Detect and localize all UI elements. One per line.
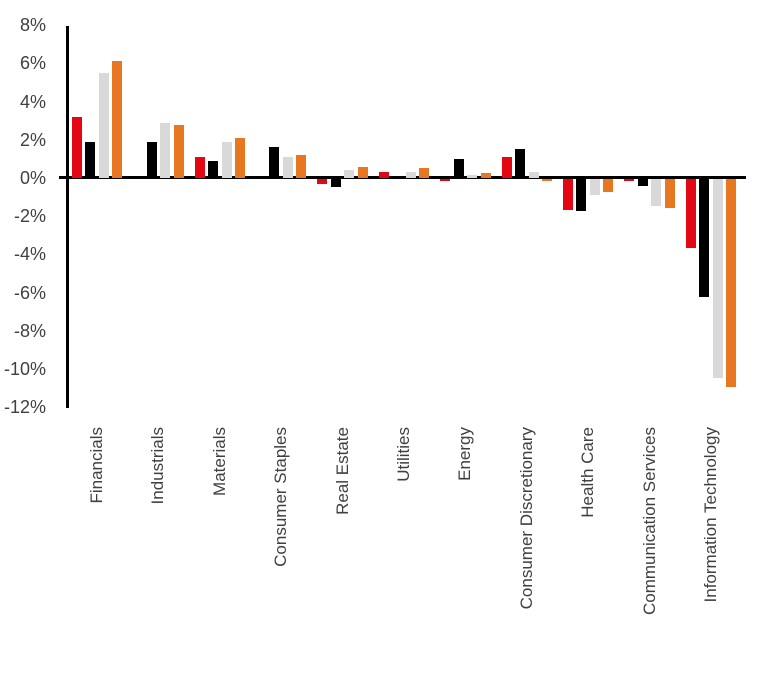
y-tick-label: 8%: [19, 15, 46, 36]
zero-baseline: [59, 176, 746, 179]
bar-red: [71, 116, 82, 178]
y-tick-label: 0%: [19, 168, 46, 188]
bar-red: [194, 156, 205, 178]
y-tick-label: 2%: [19, 129, 46, 150]
bar-orange: [542, 179, 553, 181]
y-tick-label: -6%: [13, 282, 46, 303]
bar-black: [515, 149, 526, 178]
y-tick-label: -4%: [13, 244, 46, 265]
bar-orange: [664, 179, 675, 208]
bar-orange: [112, 61, 123, 178]
bar-gray: [467, 175, 478, 178]
bar-orange: [726, 179, 737, 388]
bar-black: [208, 160, 219, 178]
bar-gray: [405, 172, 416, 178]
bar-gray: [282, 156, 293, 178]
y-tick-label: -12%: [3, 397, 46, 418]
x-category-label: Real Estate: [332, 427, 352, 515]
bar-black: [453, 158, 464, 178]
x-category-label: Industrials: [148, 427, 168, 505]
x-category-label: Utilities: [394, 427, 413, 482]
bar-red: [317, 179, 328, 184]
bar-orange: [480, 173, 491, 178]
x-category-label: Information Technology: [701, 427, 720, 603]
y-tick-label: -10%: [3, 359, 46, 379]
x-category-label: Consumer Discretionary: [516, 427, 536, 610]
bar-black: [85, 141, 96, 178]
y-tick-label: 4%: [19, 91, 46, 112]
bar-red: [501, 156, 512, 178]
x-category-label: Consumer Staples: [271, 427, 291, 567]
x-category-label: Materials: [209, 427, 229, 496]
bar-orange: [296, 155, 307, 178]
bar-orange: [419, 168, 430, 178]
y-tick-label: -2%: [13, 206, 46, 227]
bar-red: [562, 179, 573, 210]
bar-gray: [589, 179, 600, 196]
bar-orange: [357, 167, 368, 178]
bar-gray: [712, 179, 723, 378]
bar-black: [269, 147, 280, 178]
bar-black: [330, 179, 341, 187]
bar-gray: [651, 179, 662, 206]
bar-gray: [344, 170, 355, 178]
y-tick-label: -8%: [13, 320, 46, 341]
x-category-label: Energy: [455, 427, 475, 481]
bar-gray: [160, 122, 171, 178]
bar-gray: [221, 141, 232, 178]
bar-orange: [235, 137, 246, 178]
bar-orange: [173, 124, 184, 178]
bar-black: [576, 179, 587, 212]
bar-black: [146, 141, 157, 178]
bar-red: [378, 172, 389, 178]
x-category-label: Health Care: [578, 427, 598, 518]
y-tick-label: 6%: [19, 53, 46, 74]
bar-black: [699, 179, 710, 298]
x-category-label: Communication Services: [639, 427, 659, 616]
bar-orange: [603, 179, 614, 193]
x-category-label: Financials: [87, 427, 106, 504]
bar-black: [637, 179, 648, 186]
bar-red: [440, 179, 451, 181]
bar-red: [685, 179, 696, 248]
bar-gray: [528, 172, 539, 178]
bar-red: [624, 179, 635, 181]
bar-gray: [98, 72, 109, 178]
y-axis-line: [66, 26, 69, 408]
